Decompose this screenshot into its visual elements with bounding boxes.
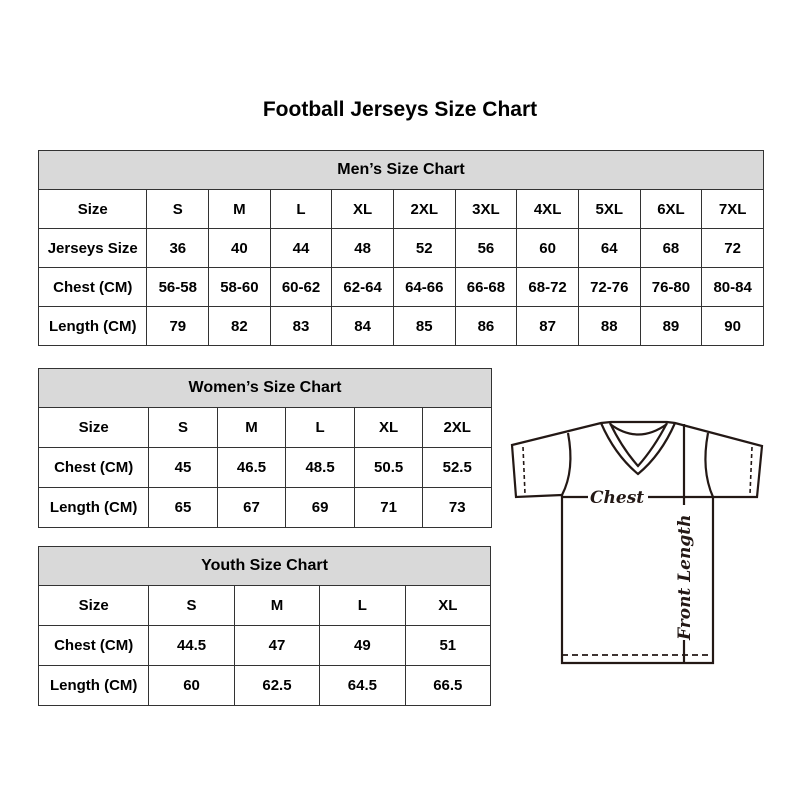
table-row: Size S M L XL 2XL 3XL 4XL 5XL 6XL 7XL [37,189,764,229]
table-cell: 51 [404,625,492,666]
table-cell: 50.5 [353,447,424,488]
table-cell: 86 [454,306,518,346]
table-cell: 48.5 [285,447,355,488]
table-cell: 6XL [639,189,703,229]
table-cell: L [319,585,406,626]
table-cell: 82 [208,306,271,346]
table-heading: Women’s Size Chart [38,368,492,408]
table-cell: 44 [269,228,333,268]
table-cell: 72-76 [577,267,641,307]
table-cell: 5XL [577,189,641,229]
row-label: Size [37,585,150,626]
table-cell: 68 [639,228,703,268]
table-cell: 36 [146,228,210,268]
left-sleeve-seam [561,432,572,496]
table-cell: 66.5 [404,665,492,706]
table-cell: 60-62 [269,267,333,307]
row-label: Length (CM) [37,487,150,528]
table-row: Size S M L XL [37,585,492,626]
row-label: Chest (CM) [37,447,150,488]
jersey-outline [510,420,764,665]
table-cell: 71 [353,487,424,528]
table-cell: 73 [422,487,492,528]
table-heading: Youth Size Chart [38,546,491,586]
table-cell: 49 [319,625,406,666]
table-cell: 87 [516,306,579,346]
table-cell: 47 [233,625,321,666]
chest-label: Chest [590,488,644,508]
table-cell: 52.5 [422,447,492,488]
table-cell: 79 [146,306,210,346]
table-cell: 65 [148,487,218,528]
row-label: Size [37,189,148,229]
table-cell: 45 [148,447,218,488]
table-cell: 7XL [701,189,764,229]
table-row: Chest (CM) 44.5 47 49 51 [37,625,492,666]
table-row: Length (CM) 60 62.5 64.5 66.5 [37,665,492,706]
table-cell: 69 [285,487,355,528]
table-row: Size S M L XL 2XL [37,407,492,448]
table-row: Length (CM) 65 67 69 71 73 [37,487,492,528]
table-cell: M [216,407,287,448]
table-cell: 85 [392,306,456,346]
mens-size-table: Men’s Size Chart Size S M L XL 2XL 3XL 4XL 5XL 6XL… [37,150,764,346]
table-cell: 62-64 [331,267,394,307]
table-heading: Men’s Size Chart [38,150,764,190]
table-row: Length (CM) 79 82 83 84 85 86 87 88 89 90 [37,306,764,346]
table-cell: 80-84 [701,267,764,307]
youth-size-table: Youth Size Chart Size S M L XL Chest (CM) 44.5 4… [37,546,492,706]
table-cell: 76-80 [639,267,703,307]
table-cell: 68-72 [516,267,579,307]
table-cell: 84 [331,306,394,346]
row-label: Length (CM) [37,306,148,346]
table-cell: 2XL [422,407,492,448]
row-label: Size [37,407,150,448]
table-cell: S [148,585,235,626]
table-cell: 56-58 [146,267,210,307]
collar-inner [609,422,668,468]
table-row: Chest (CM) 45 46.5 48.5 50.5 52.5 [37,447,492,488]
table-cell: 64.5 [319,665,406,706]
table-cell: L [269,189,333,229]
front-length-label: Front Length [675,515,695,641]
table-cell: 90 [701,306,764,346]
right-sleeve-seam [704,432,715,498]
table-cell: L [285,407,355,448]
table-cell: 44.5 [148,625,235,666]
table-row: Jerseys Size 36 40 44 48 52 56 60 64 68 72 [37,228,764,268]
table-cell: 48 [331,228,394,268]
table-cell: S [148,407,218,448]
table-cell: 60 [148,665,235,706]
page-title: Football Jerseys Size Chart [262,98,538,121]
row-label: Jerseys Size [37,228,148,268]
table-cell: 40 [208,228,271,268]
table-cell: XL [353,407,424,448]
table-cell: 88 [577,306,641,346]
cuff-stitch [522,446,753,495]
table-cell: 66-68 [454,267,518,307]
table-cell: 60 [516,228,579,268]
table-cell: XL [331,189,394,229]
womens-size-table: Women’s Size Chart Size S M L XL 2XL Chest (CM)… [37,368,492,528]
table-cell: 67 [216,487,287,528]
table-cell: M [233,585,321,626]
table-cell: XL [404,585,492,626]
row-label: Chest (CM) [37,625,150,666]
collar-outer [599,422,677,476]
table-cell: 62.5 [233,665,321,706]
collar-back [609,423,668,436]
